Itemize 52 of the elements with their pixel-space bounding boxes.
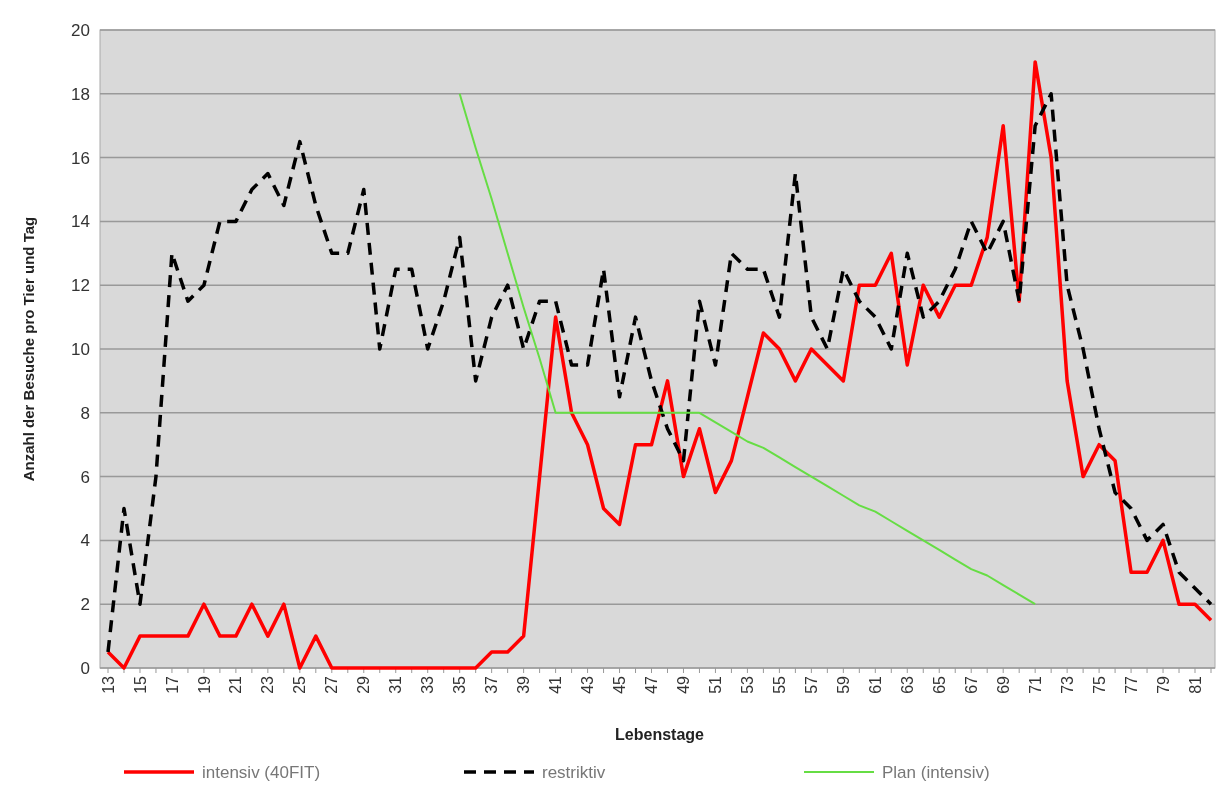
- x-tick-label: 51: [707, 675, 725, 694]
- y-tick-label: 18: [71, 84, 90, 104]
- y-tick-label: 2: [80, 595, 90, 615]
- y-tick-label: 16: [71, 148, 90, 168]
- x-tick-label: 57: [802, 675, 820, 694]
- x-tick-label: 35: [451, 675, 469, 694]
- y-tick-label: 12: [71, 276, 90, 296]
- x-tick-label: 61: [866, 675, 884, 694]
- y-tick-label: 14: [71, 212, 90, 232]
- x-tick-label: 27: [323, 675, 341, 694]
- legend-label: Plan (intensiv): [882, 762, 990, 782]
- x-tick-label: 63: [898, 675, 916, 694]
- x-tick-label: 39: [515, 675, 533, 694]
- legend-label: intensiv (40FIT): [202, 762, 321, 782]
- x-tick-label: 17: [163, 675, 181, 694]
- legend-label: restriktiv: [542, 762, 606, 782]
- x-tick-label: 37: [483, 675, 501, 694]
- y-tick-label: 8: [80, 403, 90, 423]
- x-tick-label: 31: [387, 675, 405, 694]
- y-tick-label: 6: [80, 467, 90, 487]
- x-tick-label: 81: [1186, 675, 1204, 694]
- x-tick-label: 65: [930, 675, 948, 694]
- x-tick-label: 67: [962, 675, 980, 694]
- line-series: [458, 92, 1037, 606]
- x-axis-title: Lebenstage: [615, 726, 705, 743]
- x-tick-label: 25: [291, 675, 309, 694]
- x-tick-label: 23: [259, 675, 277, 694]
- y-tick-label: 20: [71, 20, 90, 40]
- x-tick-label: 21: [227, 675, 245, 694]
- y-axis-title: Anzahl der Besuche pro Tier und Tag: [20, 216, 37, 482]
- y-tick-label: 0: [80, 658, 90, 678]
- x-tick-label: 77: [1122, 675, 1140, 694]
- x-tick-label: 71: [1026, 675, 1044, 694]
- x-tick-label: 19: [195, 675, 213, 694]
- x-tick-label: 45: [611, 675, 629, 694]
- x-tick-label: 53: [739, 675, 757, 694]
- x-tick-label: 55: [770, 675, 788, 694]
- y-tick-label: 4: [80, 531, 90, 551]
- x-tick-label: 73: [1058, 675, 1076, 694]
- x-tick-label: 29: [355, 675, 373, 694]
- x-tick-label: 79: [1154, 675, 1172, 694]
- y-tick-label: 10: [71, 339, 90, 359]
- x-tick-label: 13: [99, 675, 117, 694]
- x-tick-label: 47: [643, 675, 661, 694]
- x-tick-label: 59: [834, 675, 852, 694]
- x-tick-label: 15: [131, 675, 149, 694]
- x-tick-label: 33: [419, 675, 437, 694]
- x-tick-label: 41: [547, 675, 565, 694]
- x-tick-label: 43: [579, 675, 597, 694]
- x-tick-label: 69: [994, 675, 1012, 694]
- x-tick-label: 49: [675, 675, 693, 694]
- x-tick-label: 75: [1090, 675, 1108, 694]
